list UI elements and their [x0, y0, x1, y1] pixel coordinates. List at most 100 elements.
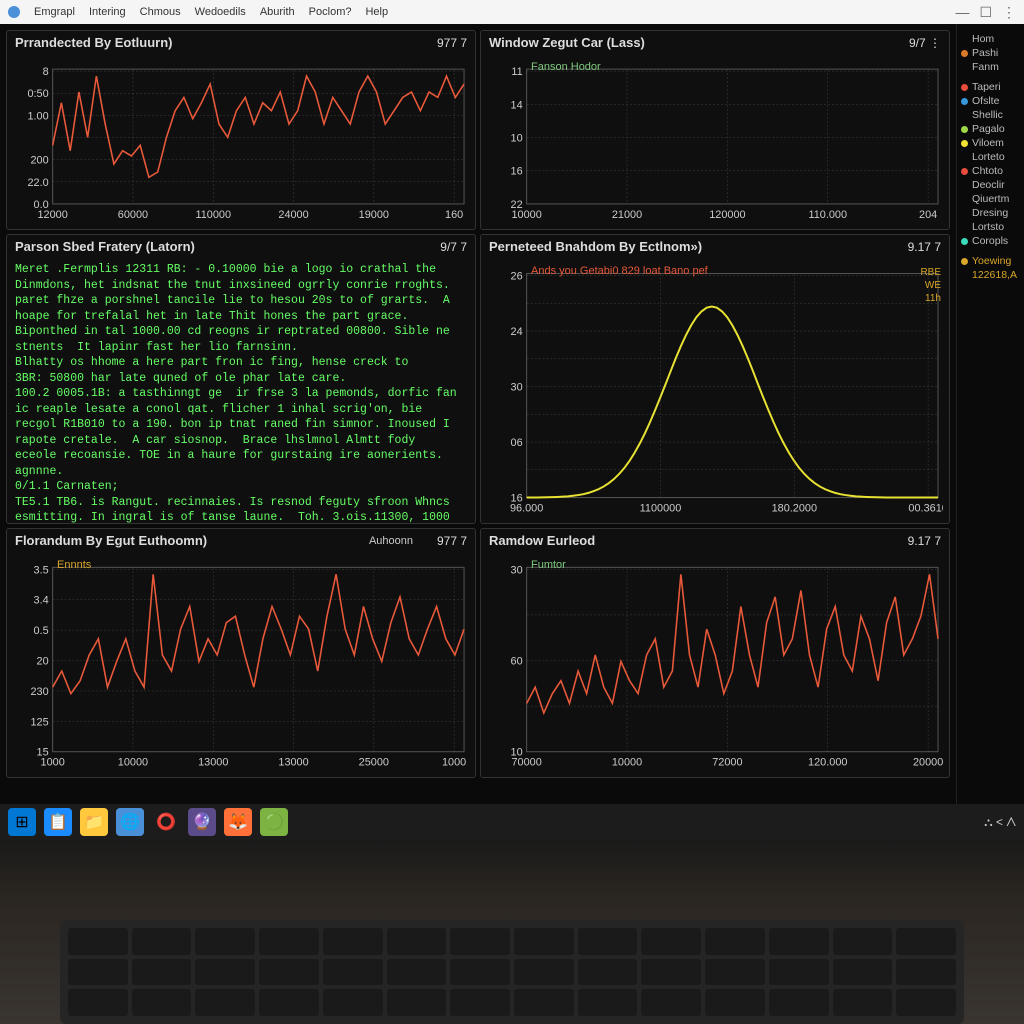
keyboard-key [387, 989, 447, 1016]
keyboard-key [705, 928, 765, 955]
panel-body: 262430061696.0001100000180.200000.3610An… [481, 258, 949, 523]
keyboard-key [514, 989, 574, 1016]
panel-badge: 977 7 [437, 534, 467, 548]
panel-title: Florandum By Egut Euthoomn) [15, 533, 207, 548]
menu-item[interactable]: Aburith [260, 6, 295, 18]
sidebar-item[interactable]: Pashi [961, 46, 1020, 60]
svg-text:10000: 10000 [612, 757, 642, 769]
sidebar-label: Chtoto [972, 165, 1003, 177]
marker-icon [961, 126, 968, 133]
taskbar-app1-icon[interactable]: 📋 [44, 808, 72, 836]
menu-item[interactable]: Intering [89, 6, 126, 18]
sidebar-item[interactable]: Dresing [961, 206, 1020, 220]
keyboard-key [641, 989, 701, 1016]
marker-icon [961, 140, 968, 147]
marker-icon [961, 50, 968, 57]
sidebar-item[interactable]: Deoclir [961, 178, 1020, 192]
marker-icon [961, 112, 968, 119]
sidebar-item[interactable]: Coropls [961, 234, 1020, 248]
sidebar-item[interactable]: Shellic [961, 108, 1020, 122]
close-icon[interactable]: ⋮ [1002, 4, 1016, 21]
svg-text:204: 204 [919, 209, 937, 221]
taskbar-app3-icon[interactable]: 🟢 [260, 808, 288, 836]
keyboard-key [450, 959, 510, 986]
chart-side-badges: RBEWE11h [920, 266, 941, 305]
keyboard-key [68, 959, 128, 986]
marker-icon [961, 196, 968, 203]
svg-text:10000: 10000 [512, 209, 542, 221]
keyboard-key [641, 928, 701, 955]
sidebar-item[interactable]: Qiuertm [961, 192, 1020, 206]
keyboard-key [705, 989, 765, 1016]
sidebar-label: Dresing [972, 207, 1008, 219]
keyboard-key [195, 989, 255, 1016]
sidebar-item[interactable]: 122618,A [961, 268, 1020, 282]
keyboard-key [259, 959, 319, 986]
sidebar-item[interactable]: Lortsto [961, 220, 1020, 234]
taskbar-files-icon[interactable]: 📁 [80, 808, 108, 836]
chart-legend: Ennnts [53, 558, 95, 572]
keyboard-key [833, 928, 893, 955]
svg-text:200: 200 [31, 155, 49, 167]
keyboard-key [132, 928, 192, 955]
menu-item[interactable]: Emgrapl [34, 6, 75, 18]
minimize-icon[interactable]: — [955, 4, 969, 21]
keyboard-key [896, 989, 956, 1016]
marker-icon [961, 238, 968, 245]
sidebar-label: Pashi [972, 47, 998, 59]
keyboard-key [641, 959, 701, 986]
marker-icon [961, 98, 968, 105]
marker-icon [961, 258, 968, 265]
maximize-icon[interactable]: ☐ [979, 4, 992, 21]
keyboard-key [769, 989, 829, 1016]
taskbar-firefox-icon[interactable]: 🦊 [224, 808, 252, 836]
svg-text:10000: 10000 [118, 757, 148, 769]
svg-text:25000: 25000 [359, 757, 389, 769]
menu-item[interactable]: Help [365, 6, 388, 18]
keyboard-key [323, 959, 383, 986]
panel-body: 80:501.0020022.00.0120006000011000024000… [7, 54, 475, 229]
sidebar-item[interactable]: Lorteto [961, 150, 1020, 164]
sidebar-item[interactable]: Ofslte [961, 94, 1020, 108]
sidebar-item[interactable]: Yoewing [961, 254, 1020, 268]
panel-body: 11141016221000021000120000110.000204Fans… [481, 54, 949, 229]
keyboard-key [132, 989, 192, 1016]
panel-prandected: Prrandected By Eotluurn)977 780:501.0020… [6, 30, 476, 230]
svg-text:125: 125 [31, 716, 49, 728]
keyboard-key [259, 989, 319, 1016]
svg-text:11: 11 [511, 66, 522, 78]
svg-text:16: 16 [511, 166, 523, 178]
sidebar-label: Lortsto [972, 221, 1004, 233]
menubar: Emgrapl Intering Chmous Wedoedils Aburit… [0, 0, 1024, 24]
sidebar-item[interactable]: Taperi [961, 80, 1020, 94]
keyboard-key [68, 989, 128, 1016]
panels-grid: Prrandected By Eotluurn)977 780:501.0020… [0, 24, 956, 804]
svg-text:110000: 110000 [195, 209, 231, 221]
taskbar: ⊞ 📋 📁 🌐 ⭕ 🔮 🦊 🟢 ⛬ < ⋀ [0, 804, 1024, 840]
marker-icon [961, 210, 968, 217]
svg-text:1000: 1000 [41, 757, 65, 769]
main-content: Prrandected By Eotluurn)977 780:501.0020… [0, 24, 1024, 804]
menu-item[interactable]: Wedoedils [195, 6, 246, 18]
taskbar-browser1-icon[interactable]: 🌐 [116, 808, 144, 836]
keyboard-key [896, 928, 956, 955]
sidebar-item[interactable]: Hom [961, 32, 1020, 46]
taskbar-chrome-icon[interactable]: ⭕ [152, 808, 180, 836]
taskbar-start-icon[interactable]: ⊞ [8, 808, 36, 836]
chart-svg: 3.53.40.52023012515100010000130001300025… [13, 554, 469, 773]
sidebar-item[interactable]: Pagalo [961, 122, 1020, 136]
svg-text:60: 60 [511, 655, 523, 667]
svg-text:30: 30 [511, 564, 523, 576]
sidebar-item[interactable]: Viloem [961, 136, 1020, 150]
svg-text:13000: 13000 [278, 757, 308, 769]
menu-item[interactable]: Poclom? [309, 6, 352, 18]
keyboard-key [195, 959, 255, 986]
sidebar-label: Ofslte [972, 95, 999, 107]
system-tray[interactable]: ⛬ < ⋀ [984, 815, 1016, 830]
sidebar-item[interactable]: Chtoto [961, 164, 1020, 178]
taskbar-app2-icon[interactable]: 🔮 [188, 808, 216, 836]
sidebar-label: 122618,A [972, 269, 1017, 281]
menu-item[interactable]: Chmous [140, 6, 181, 18]
keyboard-key [387, 928, 447, 955]
sidebar-item[interactable]: Fanm [961, 60, 1020, 74]
